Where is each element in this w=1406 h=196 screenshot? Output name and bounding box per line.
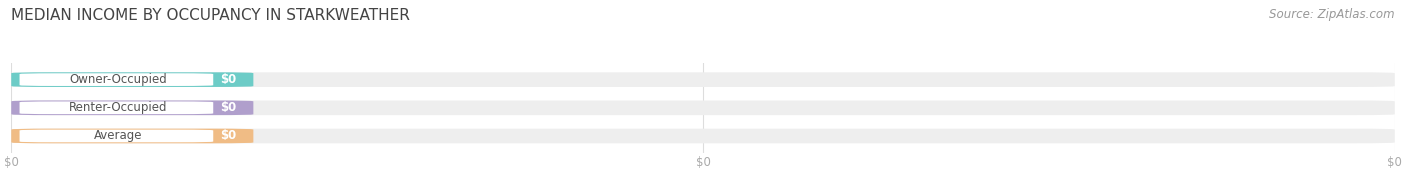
- FancyBboxPatch shape: [11, 101, 1395, 115]
- Text: Average: Average: [94, 130, 142, 142]
- Text: Source: ZipAtlas.com: Source: ZipAtlas.com: [1270, 8, 1395, 21]
- Text: $0: $0: [221, 101, 236, 114]
- FancyBboxPatch shape: [11, 101, 253, 115]
- Text: $0: $0: [221, 73, 236, 86]
- FancyBboxPatch shape: [20, 73, 214, 86]
- Text: $0: $0: [221, 130, 236, 142]
- FancyBboxPatch shape: [11, 129, 253, 143]
- Text: MEDIAN INCOME BY OCCUPANCY IN STARKWEATHER: MEDIAN INCOME BY OCCUPANCY IN STARKWEATH…: [11, 8, 411, 23]
- Text: Owner-Occupied: Owner-Occupied: [69, 73, 167, 86]
- FancyBboxPatch shape: [11, 129, 1395, 143]
- Text: Renter-Occupied: Renter-Occupied: [69, 101, 167, 114]
- FancyBboxPatch shape: [11, 72, 253, 87]
- FancyBboxPatch shape: [20, 130, 214, 142]
- FancyBboxPatch shape: [20, 102, 214, 114]
- FancyBboxPatch shape: [11, 72, 1395, 87]
